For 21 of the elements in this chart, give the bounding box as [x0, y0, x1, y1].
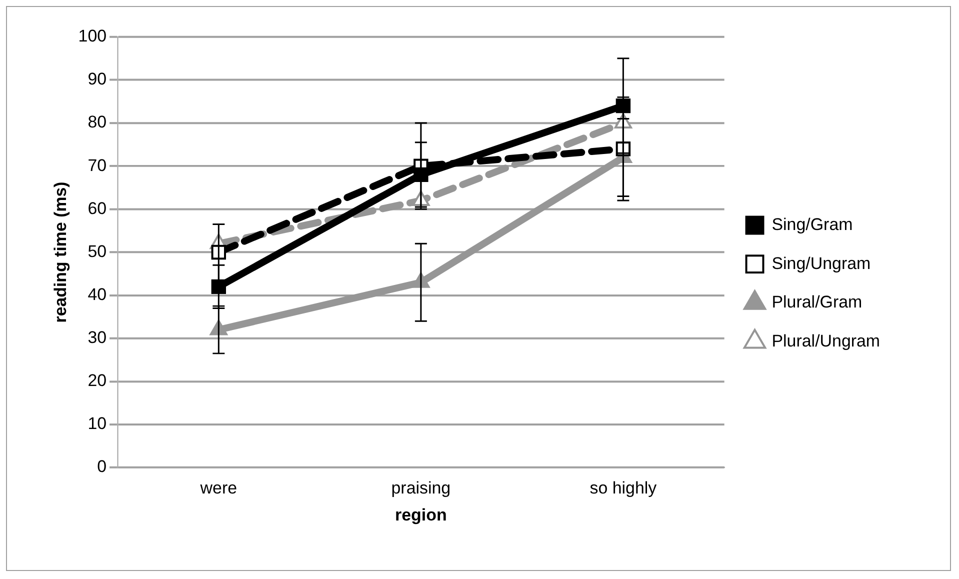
- x-axis-title: region: [395, 506, 447, 525]
- x-tick-label: so highly: [590, 478, 658, 498]
- y-tick-label: 60: [88, 198, 107, 218]
- legend-label: Plural/Gram: [772, 292, 862, 312]
- x-tick-label: were: [199, 478, 238, 498]
- x-tick-label: praising: [391, 478, 451, 498]
- y-tick-label: 90: [88, 70, 107, 89]
- y-tick-label: 20: [88, 371, 107, 390]
- y-tick-label: 80: [88, 112, 107, 132]
- legend-label: Plural/Ungram: [772, 331, 880, 350]
- point: [414, 167, 428, 182]
- y-tick-label: 30: [88, 328, 107, 348]
- y-tick-label: 0: [97, 457, 107, 476]
- y-tick-label: 100: [78, 26, 107, 46]
- legend-label: Sing/Ungram: [772, 254, 871, 273]
- y-tick-label: 10: [88, 414, 107, 434]
- y-tick-label: 50: [88, 242, 107, 261]
- y-tick-label: 40: [88, 284, 107, 304]
- y-axis-title: reading time (ms): [50, 182, 70, 323]
- legend-label: Sing/Gram: [772, 214, 853, 234]
- y-tick-label: 70: [88, 156, 107, 175]
